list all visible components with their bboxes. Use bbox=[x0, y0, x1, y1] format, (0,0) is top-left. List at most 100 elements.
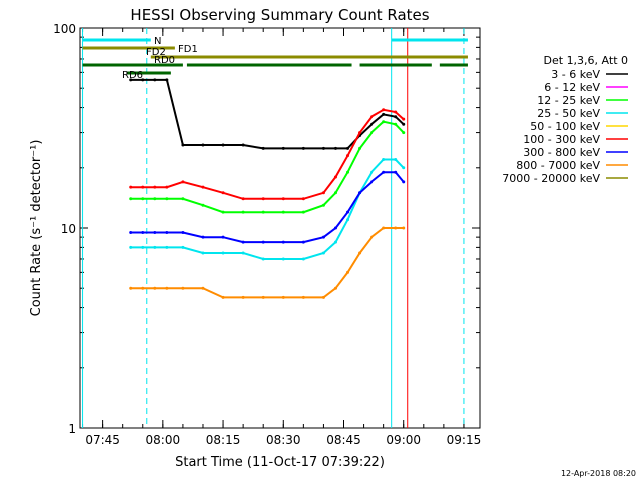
legend-label: 800 - 7000 keV bbox=[516, 159, 600, 172]
data-point bbox=[129, 185, 133, 189]
legend-label: 50 - 100 keV bbox=[530, 120, 600, 133]
data-point bbox=[241, 251, 245, 255]
flag-label: N bbox=[154, 36, 161, 47]
data-point bbox=[301, 210, 305, 214]
x-tick-label: 08:15 bbox=[206, 433, 241, 447]
data-point bbox=[333, 191, 337, 195]
data-point bbox=[358, 131, 362, 135]
data-point bbox=[321, 251, 325, 255]
data-point bbox=[221, 235, 225, 239]
data-point bbox=[141, 245, 145, 249]
data-point bbox=[241, 197, 245, 201]
data-point bbox=[281, 257, 285, 261]
data-point bbox=[129, 286, 133, 290]
data-point bbox=[201, 286, 205, 290]
x-tick-label: 08:00 bbox=[146, 433, 181, 447]
data-point bbox=[181, 230, 185, 234]
data-point bbox=[382, 108, 386, 112]
data-point bbox=[346, 154, 350, 158]
data-point bbox=[301, 295, 305, 299]
data-point bbox=[370, 122, 374, 126]
data-point bbox=[221, 210, 225, 214]
legend-label: 7000 - 20000 keV bbox=[502, 172, 600, 185]
x-tick-label: 09:15 bbox=[447, 433, 482, 447]
chart-title: HESSI Observing Summary Count Rates bbox=[130, 6, 429, 24]
x-tick-label: 08:30 bbox=[266, 433, 301, 447]
flag-label: FD2 bbox=[146, 47, 166, 58]
data-point bbox=[165, 78, 169, 82]
data-point bbox=[281, 210, 285, 214]
data-point bbox=[333, 286, 337, 290]
data-point bbox=[153, 286, 157, 290]
data-point bbox=[129, 78, 133, 82]
data-point bbox=[141, 78, 145, 82]
data-point bbox=[370, 170, 374, 174]
legend-label: 12 - 25 keV bbox=[537, 94, 600, 107]
flag-label: FD1 bbox=[178, 44, 198, 55]
data-point bbox=[333, 146, 337, 150]
data-point bbox=[201, 235, 205, 239]
data-point bbox=[358, 146, 362, 150]
legend-label: 25 - 50 keV bbox=[537, 107, 600, 120]
data-point bbox=[301, 257, 305, 261]
data-point bbox=[301, 146, 305, 150]
data-point bbox=[181, 180, 185, 184]
series-line bbox=[130, 78, 405, 150]
data-point bbox=[165, 230, 169, 234]
data-point bbox=[301, 240, 305, 244]
data-point bbox=[402, 122, 406, 126]
data-point bbox=[394, 115, 398, 119]
data-point bbox=[221, 295, 225, 299]
data-point bbox=[221, 191, 225, 195]
data-point bbox=[321, 235, 325, 239]
data-point bbox=[402, 117, 406, 121]
data-point bbox=[241, 210, 245, 214]
data-point bbox=[153, 78, 157, 82]
x-axis-label: Start Time (11-Oct-17 07:39:22) bbox=[175, 455, 385, 470]
data-point bbox=[153, 197, 157, 201]
data-point bbox=[281, 197, 285, 201]
data-point bbox=[370, 235, 374, 239]
legend-title: Det 1,3,6, Att 0 bbox=[544, 54, 628, 67]
data-point bbox=[129, 245, 133, 249]
data-point bbox=[402, 131, 406, 135]
data-point bbox=[402, 180, 406, 184]
series-line bbox=[130, 158, 405, 260]
timestamp: 12-Apr-2018 08:20 bbox=[561, 469, 636, 478]
data-point bbox=[382, 226, 386, 230]
data-point bbox=[153, 245, 157, 249]
data-point bbox=[141, 286, 145, 290]
y-axis-label: Count Rate (s⁻¹ detector⁻¹) bbox=[29, 140, 44, 317]
data-point bbox=[261, 146, 265, 150]
x-tick-label: 07:45 bbox=[85, 433, 120, 447]
data-point bbox=[321, 295, 325, 299]
data-point bbox=[153, 185, 157, 189]
data-point bbox=[281, 240, 285, 244]
data-point bbox=[346, 218, 350, 222]
plot-area: 07:45 08:00 08:15 08:30 08:45 09:00 09:15 1 10 10… bbox=[53, 22, 481, 447]
data-point bbox=[333, 175, 337, 179]
data-point bbox=[129, 197, 133, 201]
series-line bbox=[130, 227, 404, 299]
data-point bbox=[165, 286, 169, 290]
data-point bbox=[346, 170, 350, 174]
data-point bbox=[201, 143, 205, 147]
data-point bbox=[129, 230, 133, 234]
data-point bbox=[165, 185, 169, 189]
data-point bbox=[382, 170, 386, 174]
data-point bbox=[402, 226, 406, 230]
data-point bbox=[241, 295, 245, 299]
data-point bbox=[333, 226, 337, 230]
data-point bbox=[181, 245, 185, 249]
data-point bbox=[394, 170, 398, 174]
data-point bbox=[261, 240, 265, 244]
data-point bbox=[261, 197, 265, 201]
data-point bbox=[358, 251, 362, 255]
data-point bbox=[370, 180, 374, 184]
data-point bbox=[201, 185, 205, 189]
data-point bbox=[394, 226, 398, 230]
flag-label: RD6 bbox=[122, 70, 143, 81]
y-tick-label: 100 bbox=[53, 22, 76, 36]
data-point bbox=[241, 240, 245, 244]
